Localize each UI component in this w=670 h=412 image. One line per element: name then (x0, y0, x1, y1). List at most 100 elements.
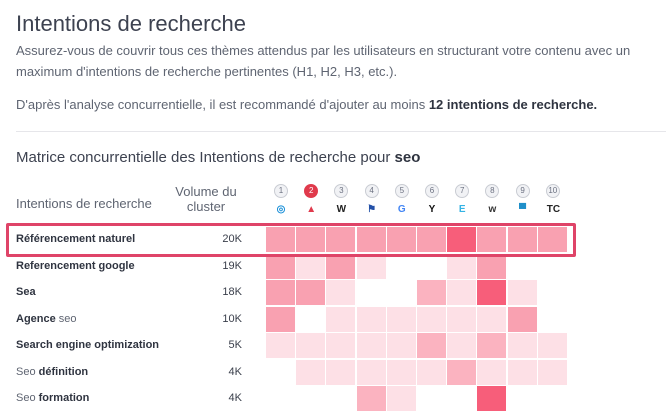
matrix-cell[interactable] (326, 253, 356, 279)
matrix-cell[interactable] (326, 306, 356, 332)
matrix-cell[interactable] (266, 386, 295, 411)
intent-label: Search engine optimization (16, 339, 159, 351)
matrix-row[interactable]: Sea 18K (0, 280, 670, 306)
matrix-cell[interactable] (326, 227, 356, 252)
matrix-cell[interactable] (417, 227, 446, 252)
matrix-cell[interactable] (417, 280, 446, 305)
matrix-cell[interactable] (507, 306, 537, 332)
matrix-cell[interactable] (356, 306, 386, 332)
matrix-cell[interactable] (477, 253, 507, 279)
intent-label: Référencement naturel (16, 233, 135, 245)
matrix-cell[interactable] (326, 386, 356, 411)
competitor-1[interactable]: 1 ◎ (266, 180, 296, 216)
intent-label-normal: seo (55, 312, 77, 325)
matrix-cell[interactable] (537, 253, 567, 279)
matrix-cell[interactable] (386, 386, 416, 411)
matrix-cell[interactable] (356, 386, 386, 411)
matrix-cell[interactable] (507, 359, 537, 385)
matrix-cell[interactable] (266, 280, 295, 305)
matrix-cell[interactable] (447, 253, 477, 279)
matrix-row[interactable]: Seo définition 4K (0, 359, 670, 386)
matrix-row[interactable]: Référencement naturel 20K (0, 227, 670, 253)
competitor-4[interactable]: 4 ⚑ (357, 180, 387, 216)
matrix-cell[interactable] (296, 333, 326, 358)
competitor-rank: 7 (455, 184, 470, 198)
matrix-cell[interactable] (296, 280, 326, 305)
matrix-cell[interactable] (386, 253, 416, 279)
matrix-cell[interactable] (537, 359, 567, 385)
matrix-cell[interactable] (386, 306, 416, 332)
matrix-cell[interactable] (447, 386, 477, 411)
matrix-cell[interactable] (477, 306, 507, 332)
matrix-cell[interactable] (417, 359, 446, 385)
matrix-cell[interactable] (447, 359, 477, 385)
matrix-cell[interactable] (386, 280, 416, 305)
matrix-cell[interactable] (356, 280, 386, 305)
matrix-cell[interactable] (537, 333, 567, 358)
matrix-cell[interactable] (507, 386, 537, 411)
matrix-cell[interactable] (537, 386, 567, 411)
matrix-cell[interactable] (326, 333, 356, 358)
matrix-cell[interactable] (477, 227, 507, 252)
matrix-cell[interactable] (266, 359, 295, 385)
matrix-cell[interactable] (266, 333, 295, 358)
matrix-cell[interactable] (447, 227, 477, 252)
matrix-cell[interactable] (356, 333, 386, 358)
matrix-cell[interactable] (537, 280, 567, 305)
matrix-cell[interactable] (356, 227, 386, 252)
competitor-10[interactable]: 10 TC (538, 180, 568, 216)
matrix-cell[interactable] (356, 253, 386, 279)
matrix-cell[interactable] (296, 306, 326, 332)
matrix-cell[interactable] (386, 333, 416, 358)
competitor-rank: 2 (304, 184, 319, 198)
matrix-cell[interactable] (326, 359, 356, 385)
matrix-cell[interactable] (356, 359, 386, 385)
matrix-cell[interactable] (477, 280, 507, 305)
matrix-cell[interactable] (296, 359, 326, 385)
matrix-cell[interactable] (507, 227, 537, 252)
matrix-cell[interactable] (417, 386, 446, 411)
matrix-row[interactable]: Search engine optimization 5K (0, 333, 670, 359)
competitor-9[interactable]: 9 ▀ (508, 180, 538, 216)
matrix-cell[interactable] (266, 227, 295, 252)
matrix-cell[interactable] (507, 280, 537, 305)
matrix-cell[interactable] (537, 306, 567, 332)
matrix-cell[interactable] (386, 359, 416, 385)
competitor-2[interactable]: 2 ▲ (296, 180, 326, 216)
matrix-cell[interactable] (417, 306, 446, 332)
competitor-rank: 6 (425, 184, 439, 198)
matrix-cell[interactable] (296, 253, 326, 279)
matrix-row[interactable]: Referencement google 19K (0, 253, 670, 280)
intent-volume: 18K (222, 286, 242, 298)
matrix-cell[interactable] (417, 253, 446, 279)
matrix-cell[interactable] (537, 227, 567, 252)
matrix-cell[interactable] (326, 280, 356, 305)
matrix-cell[interactable] (447, 280, 477, 305)
intent-volume: 20K (222, 233, 242, 245)
intent-label: Seo formation (16, 392, 89, 404)
matrix-row[interactable]: Seo formation 4K (0, 386, 670, 412)
matrix-cell[interactable] (386, 227, 416, 252)
matrix-cell[interactable] (447, 306, 477, 332)
matrix-cell[interactable] (296, 386, 326, 411)
w-small-logo-icon: w (488, 204, 497, 215)
matrix-cell[interactable] (507, 253, 537, 279)
matrix-cell[interactable] (266, 253, 295, 279)
matrix-cell[interactable] (507, 333, 537, 358)
matrix-cell[interactable] (477, 333, 507, 358)
column-header-volume-line1: Volume du (175, 184, 237, 199)
matrix-row[interactable]: Agence seo 10K (0, 306, 670, 333)
matrix-cell[interactable] (477, 359, 507, 385)
matrix-cell[interactable] (417, 333, 446, 358)
intent-label-bold: Search engine optimization (16, 339, 160, 351)
flag-logo-icon: ⚑ (367, 204, 377, 215)
matrix-cell[interactable] (296, 227, 326, 252)
matrix-cell[interactable] (447, 333, 477, 358)
matrix-cell[interactable] (477, 386, 507, 411)
matrix-cell[interactable] (266, 306, 295, 332)
